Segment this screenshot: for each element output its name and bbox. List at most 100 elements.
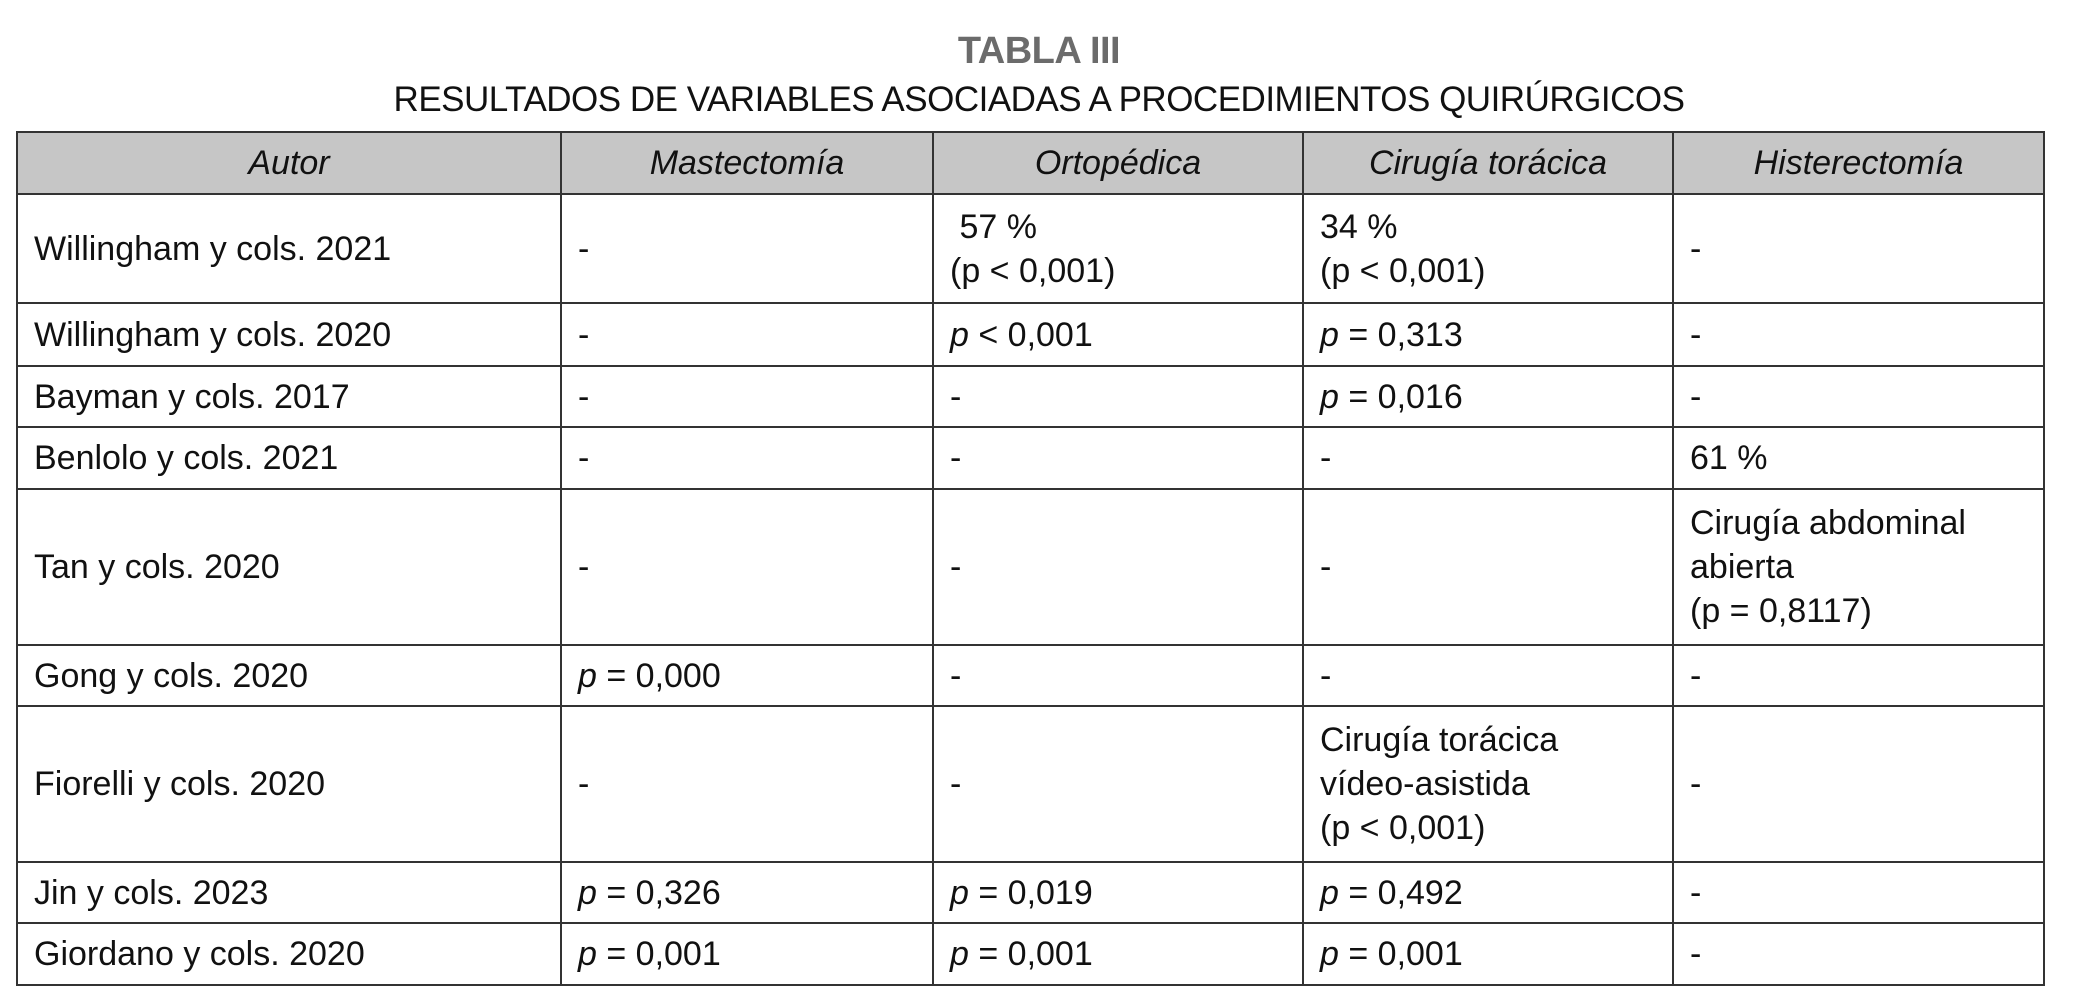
table-cell: p = 0,326: [560, 861, 934, 924]
table-cell: 34 % (p < 0,001): [1302, 193, 1674, 304]
cell-text: Gong y cols. 2020: [34, 656, 309, 695]
table-cell: -: [932, 426, 1304, 490]
table-cell: -: [1672, 644, 2045, 707]
table-cell: -: [560, 426, 934, 490]
cell-text: Benlolo y cols. 2021: [34, 439, 339, 477]
table-subtitle: RESULTADOS DE VARIABLES ASOCIADAS A PROC…: [393, 80, 1685, 119]
column-header: Cirugía torácica: [1302, 131, 1674, 195]
cell-text: -: [1690, 377, 1702, 416]
cell-text: abierta: [1690, 548, 1794, 586]
cell-text: Tan y cols. 2020: [34, 548, 280, 586]
table-cell: -: [1302, 488, 1674, 646]
table-cell: -: [1672, 922, 2045, 986]
table-cell: p < 0,001: [932, 302, 1304, 367]
cell-text: p < 0,001: [950, 315, 1093, 354]
table-cell: 57 % (p < 0,001): [932, 193, 1304, 304]
table-cell: Willingham y cols. 2020: [16, 302, 562, 367]
cell-text: p = 0,016: [1320, 377, 1463, 416]
table-cell: -: [560, 365, 934, 428]
cell-text: Fiorelli y cols. 2020: [34, 765, 326, 803]
cell-text: -: [578, 439, 590, 477]
cell-text: Bayman y cols. 2017: [34, 377, 350, 416]
table-row: Willingham y cols. 2020 - p < 0,001 p = 0,3…: [16, 302, 2045, 367]
column-header: Ortopédica: [932, 131, 1304, 195]
table-cell: p = 0,019: [932, 861, 1304, 924]
table-cell: -: [560, 302, 934, 367]
table-cell: Jin y cols. 2023: [16, 861, 562, 924]
cell-text: -: [578, 377, 590, 416]
table-cell: Cirugía abdominal abierta (p = 0,8117): [1672, 488, 2045, 646]
table-cell: -: [560, 193, 934, 304]
table-cell: -: [932, 488, 1304, 646]
table-row: Tan y cols. 2020 - - - Cirugía abdominal abie…: [16, 488, 2045, 646]
cell-text: p = 0,001: [950, 935, 1093, 973]
cell-text: p = 0,019: [950, 873, 1093, 912]
table-cell: -: [932, 705, 1304, 863]
table-row: Fiorelli y cols. 2020 - - Cirugía torácica v…: [16, 705, 2045, 863]
cell-text: Willingham y cols. 2020: [34, 315, 392, 354]
cell-text: 34 %: [1320, 207, 1398, 246]
table-cell: Giordano y cols. 2020: [16, 922, 562, 986]
table-cell: p = 0,313: [1302, 302, 1674, 367]
table-cell: Tan y cols. 2020: [16, 488, 562, 646]
cell-text: -: [1320, 548, 1332, 586]
table-cell: -: [1672, 193, 2045, 304]
table-title: TABLA III: [957, 30, 1121, 72]
table-cell: p = 0,001: [932, 922, 1304, 986]
table-cell: Fiorelli y cols. 2020: [16, 705, 562, 863]
results-table: Autor Mastectomía Ortopédica Cirugía toráci…: [16, 131, 2045, 986]
cell-text: -: [950, 377, 962, 416]
cell-text: -: [950, 656, 962, 695]
table-cell: -: [1672, 302, 2045, 367]
table-cell: Gong y cols. 2020: [16, 644, 562, 707]
table-cell: -: [560, 705, 934, 863]
cell-text: -: [1690, 873, 1702, 912]
table-cell: -: [1302, 644, 1674, 707]
table-cell: p = 0,016: [1302, 365, 1674, 428]
table-row: Giordano y cols. 2020 p = 0,001 p = 0,001 p…: [16, 922, 2045, 986]
cell-text: -: [578, 548, 590, 586]
table-cell: p = 0,000: [560, 644, 934, 707]
cell-text: -: [578, 765, 590, 803]
table-cell: -: [932, 644, 1304, 707]
cell-text: vídeo-asistida: [1320, 765, 1530, 803]
table-cell: p = 0,001: [1302, 922, 1674, 986]
cell-text: Cirugía abdominal: [1690, 504, 1966, 542]
cell-text: p = 0,492: [1320, 873, 1463, 912]
table-cell: -: [932, 365, 1304, 428]
cell-text: -: [950, 765, 962, 803]
table-cell: -: [560, 488, 934, 646]
column-header: Mastectomía: [560, 131, 934, 195]
cell-text: p = 0,313: [1320, 315, 1463, 354]
table-row: Willingham y cols. 2021 - 57 % (p < 0,001)…: [16, 193, 2045, 304]
cell-text: -: [950, 548, 962, 586]
cell-text: p = 0,001: [578, 935, 721, 973]
table-cell: -: [1672, 365, 2045, 428]
cell-text: -: [578, 315, 590, 354]
cell-text: Jin y cols. 2023: [34, 873, 269, 912]
table-row: Benlolo y cols. 2021 - - - 61 %: [16, 426, 2045, 490]
table-cell: Bayman y cols. 2017: [16, 365, 562, 428]
cell-text: 57 %: [950, 207, 1037, 246]
table-row: Gong y cols. 2020 p = 0,000 - - -: [16, 644, 2045, 707]
table-cell: p = 0,492: [1302, 861, 1674, 924]
cell-text: -: [578, 229, 590, 268]
table-row: Jin y cols. 2023 p = 0,326 p = 0,019 p = 0,…: [16, 861, 2045, 924]
cell-text: p = 0,001: [1320, 935, 1463, 973]
cell-text: Cirugía torácica: [1320, 721, 1559, 759]
table-cell: 61 %: [1672, 426, 2045, 490]
table-cell: p = 0,001: [560, 922, 934, 986]
cell-text: -: [1690, 229, 1702, 268]
cell-text: -: [1690, 765, 1702, 803]
header-row: Autor Mastectomía Ortopédica Cirugía toráci…: [16, 131, 2045, 195]
cell-text: p = 0,000: [578, 656, 721, 695]
cell-text: (p < 0,001): [950, 251, 1116, 290]
cell-text: -: [1690, 935, 1702, 973]
table-cell: -: [1672, 861, 2045, 924]
cell-text: -: [1320, 656, 1332, 695]
cell-text: Willingham y cols. 2021: [34, 229, 392, 268]
cell-text: 61 %: [1690, 439, 1768, 477]
table-cell: -: [1672, 705, 2045, 863]
table-cell: -: [1302, 426, 1674, 490]
table-cell: Willingham y cols. 2021: [16, 193, 562, 304]
